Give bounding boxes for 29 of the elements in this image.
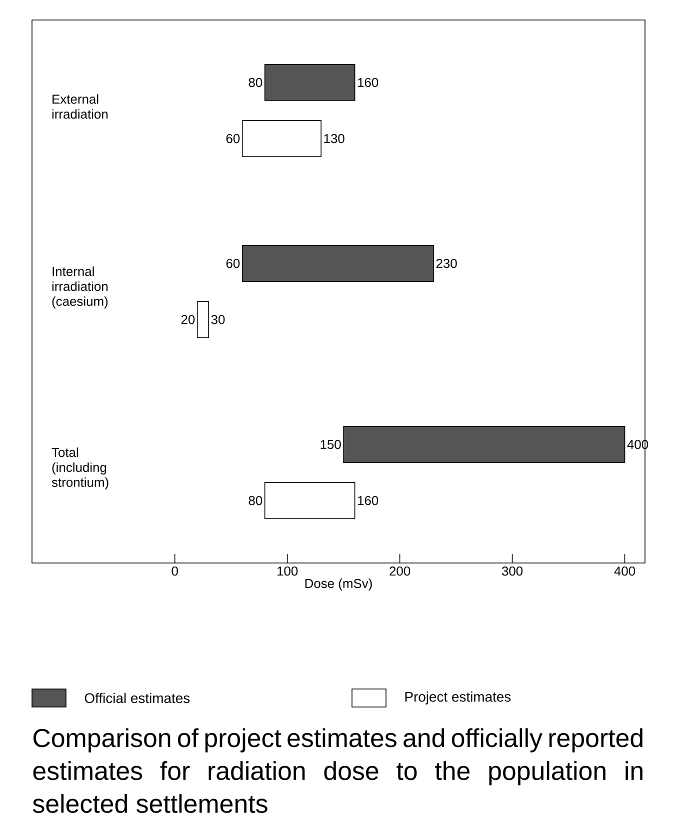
bar [264,482,356,520]
x-tick-label: 300 [502,566,523,576]
y-tick-label: Internal irradiation (caesium) [52,266,108,308]
y-tick-label: External irradiation [52,94,108,119]
bar [343,426,626,463]
x-tick-label: 0 [172,566,178,576]
annotation: 30 [211,314,225,324]
annotation: 160 [358,78,378,88]
x-tick-label: 200 [390,566,410,576]
annotation: 130 [324,134,344,144]
annotation: 20 [181,314,195,324]
annotation: 150 [320,440,341,450]
x-tick-label: 100 [278,566,298,576]
annotation: 160 [358,496,378,506]
bar [242,120,322,158]
annotation: 60 [226,134,240,144]
y-tick-label: Total (including strontium) [52,448,108,490]
x-axis-title: Dose (mSv) [305,578,372,591]
annotation: 230 [436,258,457,268]
legend-label: Official estimates [84,692,190,704]
bar [242,244,434,282]
legend-label: Project estimates [405,691,511,704]
text: Comparison of project estimates and officially reported estimates for radiation dose to the population in selected settlements [32,728,642,813]
bar [196,301,209,338]
annotation: 60 [226,258,240,268]
annotation: 80 [248,496,262,506]
bar [264,64,356,101]
annotation: 80 [248,78,262,88]
x-tick-label: 400 [614,566,636,576]
